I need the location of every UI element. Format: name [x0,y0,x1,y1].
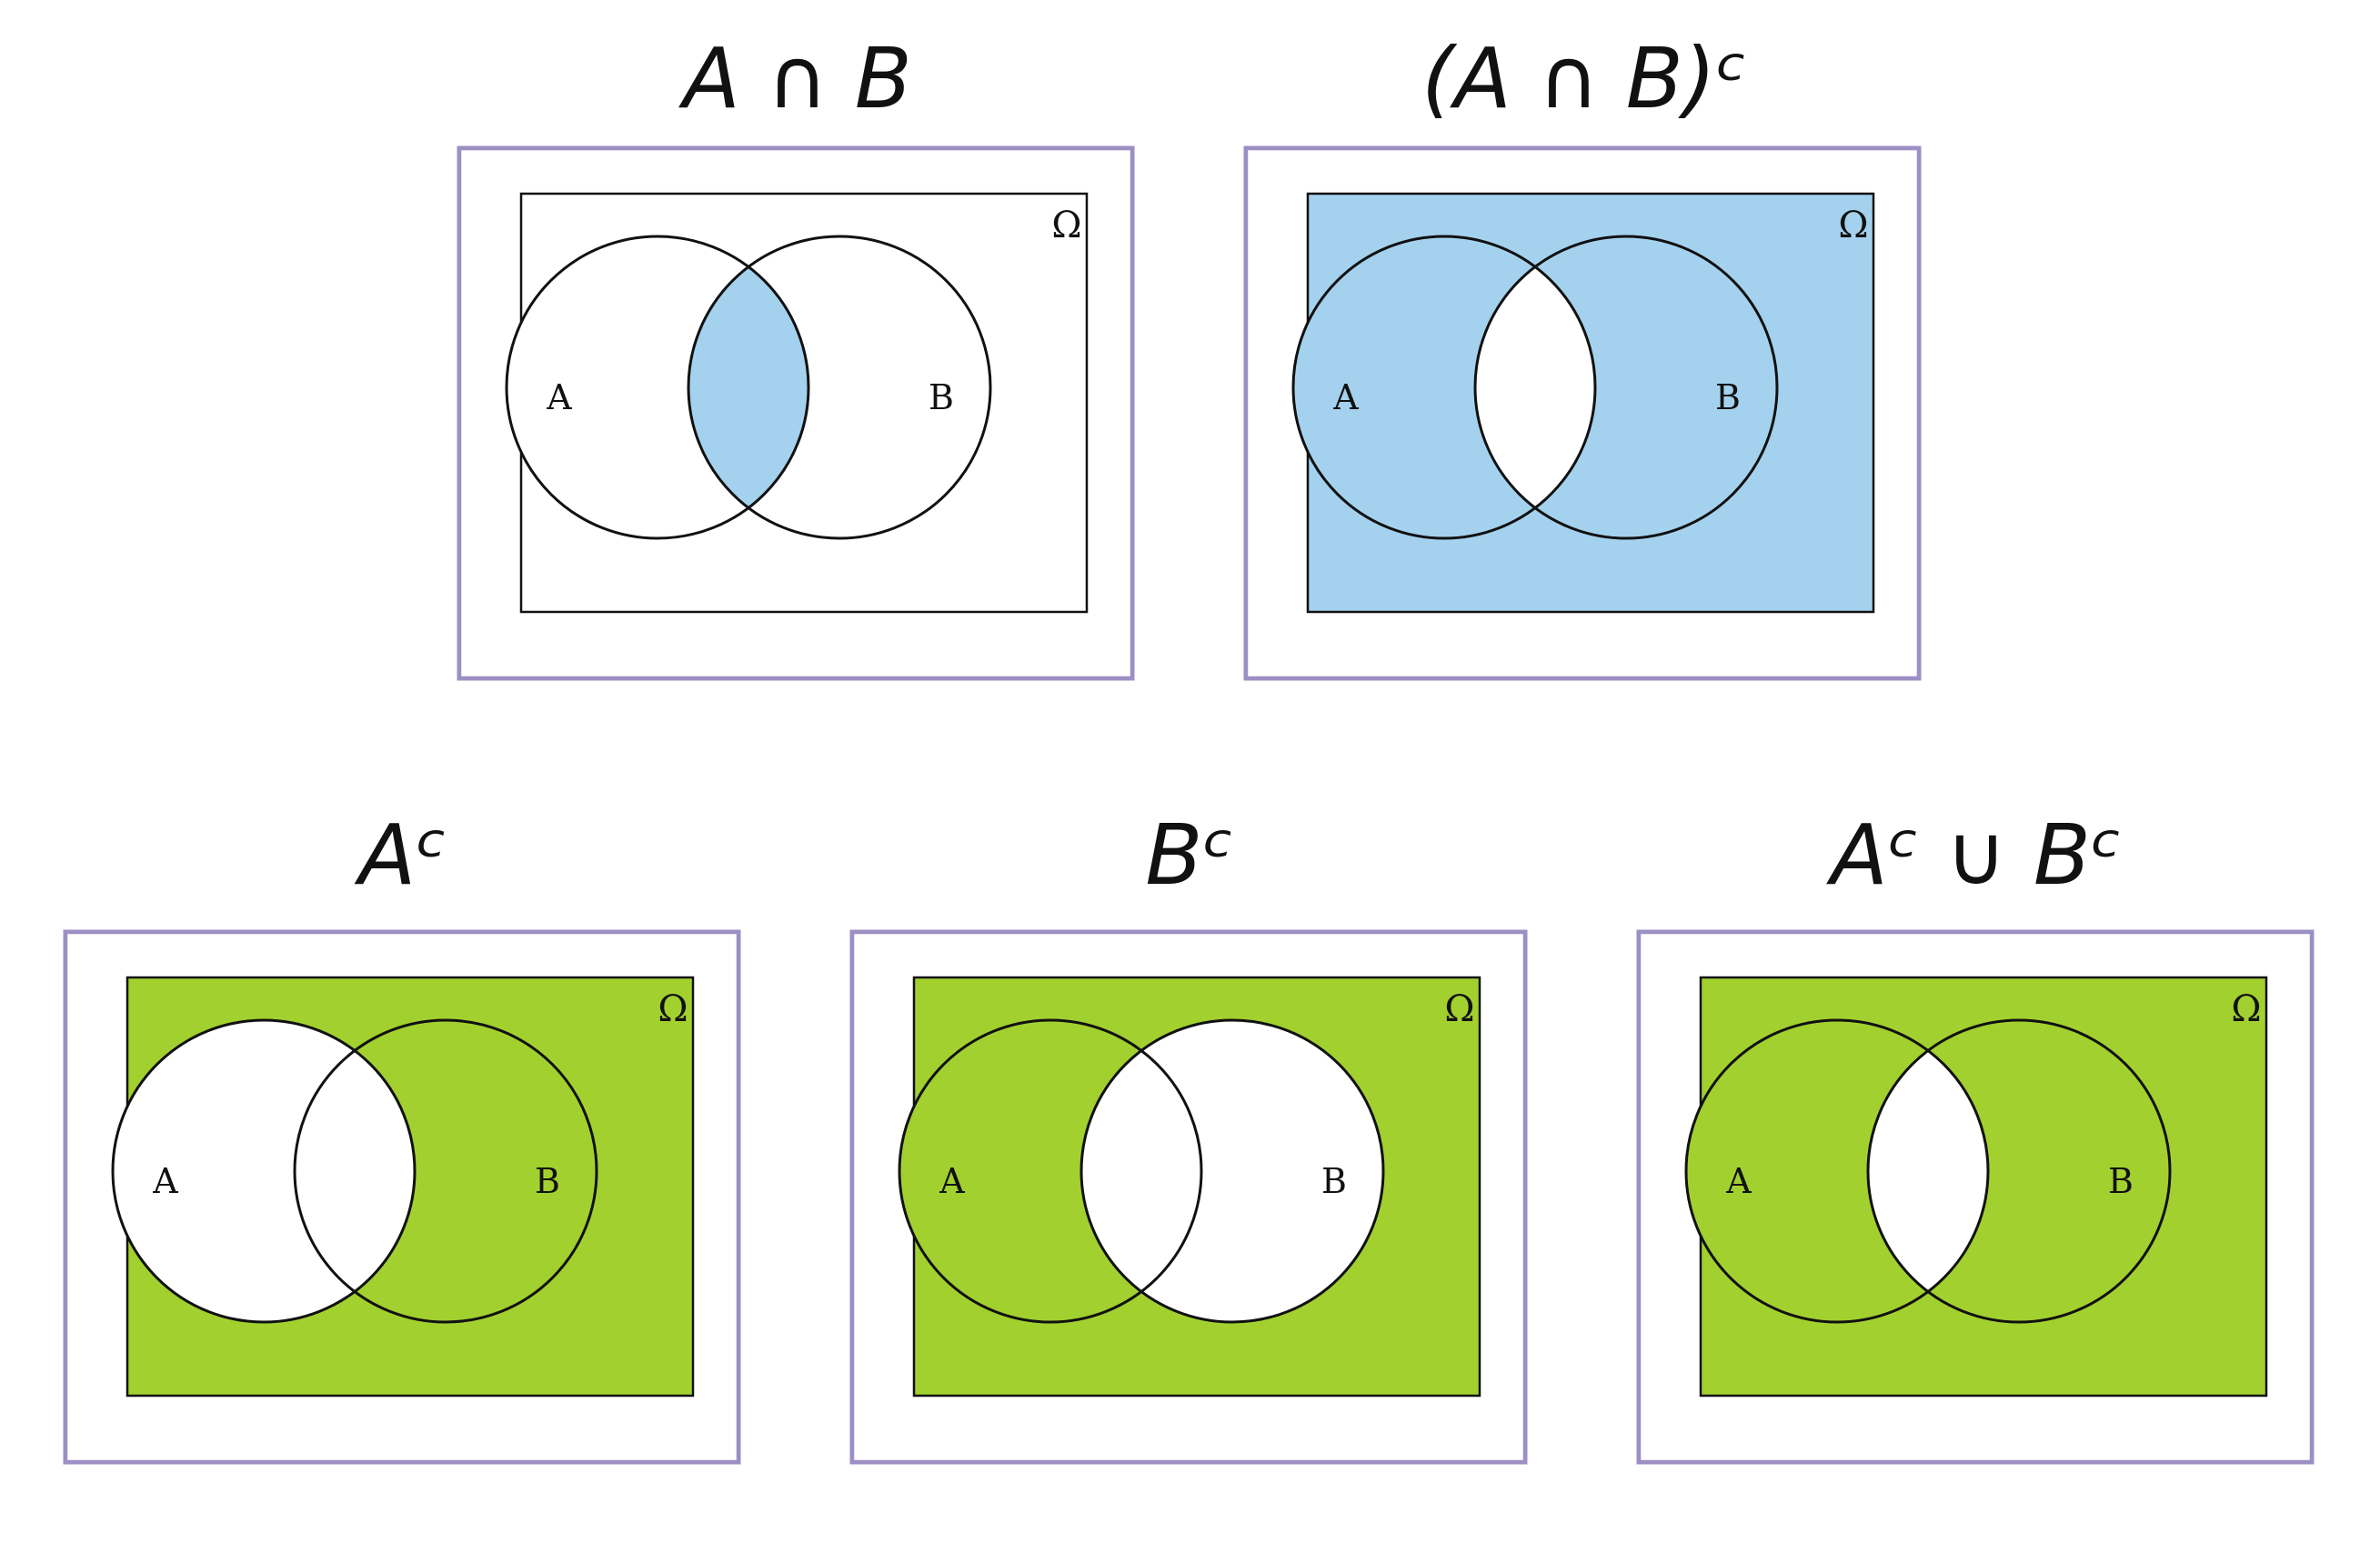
outer-frame [457,145,1135,681]
set-a-circle [898,1018,1203,1324]
venn-panel-a-complement: Aᶜ A B Ω [63,807,741,1465]
set-b-label: B [1715,377,1741,417]
set-a-label: A [1332,377,1359,417]
outer-frame [849,929,1528,1465]
panel-title: A ∩ B [678,30,912,127]
outer-frame-inner-line [1248,150,1917,676]
outer-frame-inner-line [854,934,1523,1460]
outer-frame-inner-line [461,150,1130,676]
outer-frame-inner-line [67,934,737,1460]
venn-panel-a-intersect-b: A ∩ B A B Ω [457,30,1135,681]
set-b-label: B [1321,1161,1347,1201]
intersection-region [1081,1020,1201,1322]
panel-title: Bᶜ [1145,807,1233,904]
intersection-region [1868,1020,1988,1322]
set-a-circle [1291,235,1597,540]
universe-label: Ω [1444,988,1474,1030]
set-a-label: A [1725,1161,1752,1201]
set-b-label: B [535,1161,560,1201]
set-b-circle [1473,235,1779,540]
venn-panel-a-complement-union-b-complement: Aᶜ ∪ Bᶜ A B Ω [1636,807,2315,1465]
panel-title: Aᶜ ∪ Bᶜ [1826,807,2122,904]
set-a-label: A [152,1161,178,1201]
set-a-circle [505,235,810,540]
set-a-circle [111,1018,417,1324]
set-a-circle [1684,1018,1990,1324]
outer-frame [63,929,741,1465]
set-b-label: B [929,377,954,417]
set-b-circle [293,1018,598,1324]
set-b-circle [1080,1018,1385,1324]
universe-label: Ω [2231,988,2261,1030]
panel-title: Aᶜ [355,807,447,904]
universe-label: Ω [1838,205,1868,246]
venn-panel-b-complement: Bᶜ A B Ω [849,807,1528,1465]
universe-label: Ω [658,988,688,1030]
set-b-label: B [2108,1161,2134,1201]
intersection-region [688,236,808,538]
set-a-label: A [546,377,572,417]
set-a-label: A [939,1161,965,1201]
universe-label: Ω [1051,205,1081,246]
intersection-region [1475,236,1595,538]
intersection-region [295,1020,415,1322]
set-b-circle [1866,1018,2172,1324]
set-b-circle [687,235,992,540]
outer-frame [1243,145,1922,681]
outer-frame-inner-line [1641,934,2310,1460]
venn-panel-a-intersect-b-complement: (A ∩ B)ᶜ A B Ω [1243,30,1922,681]
panel-title: (A ∩ B)ᶜ [1421,30,1747,127]
outer-frame [1636,929,2315,1465]
